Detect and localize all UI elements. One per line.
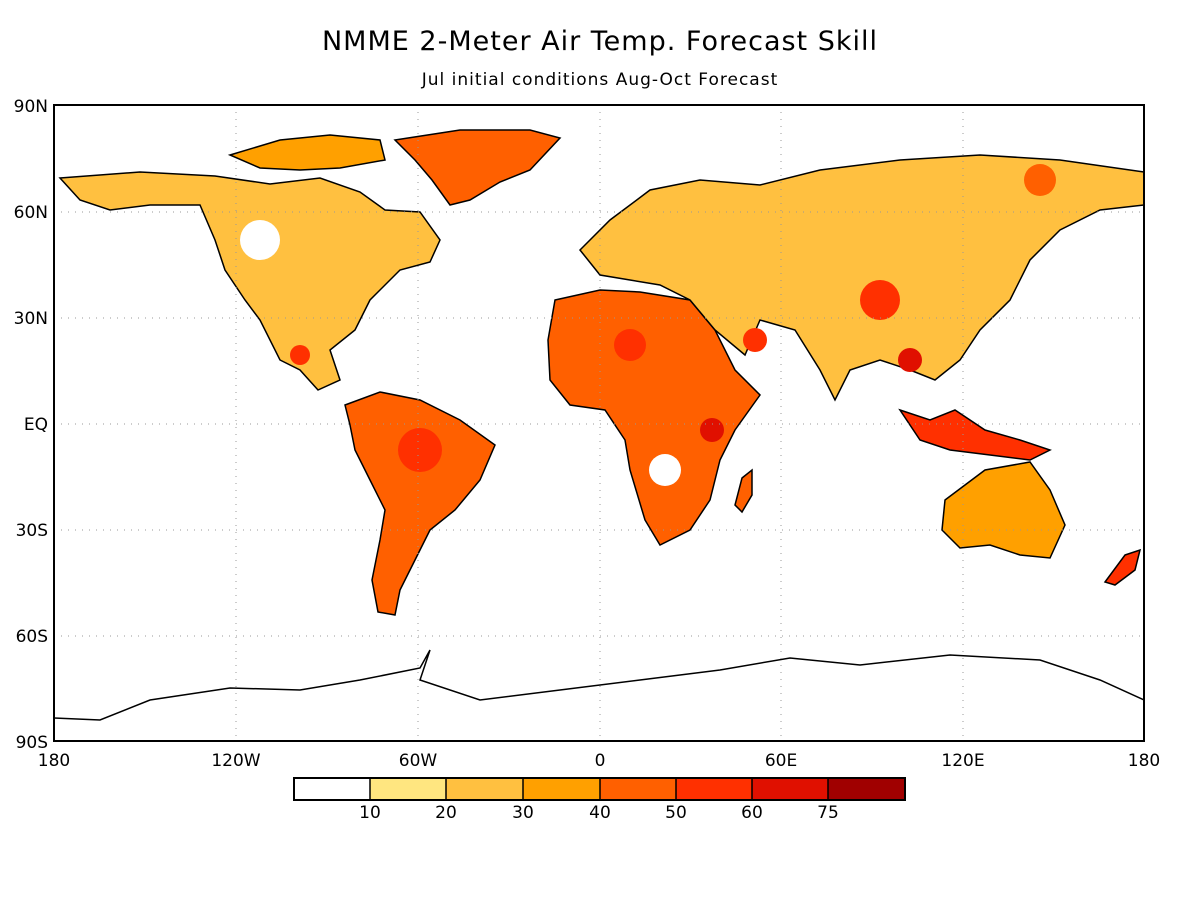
eurasia-landmass bbox=[578, 154, 1144, 402]
lat-tick-label: 30S bbox=[16, 521, 48, 541]
south-america-landmass bbox=[344, 391, 496, 616]
lon-tick-label: 180 bbox=[1128, 751, 1160, 771]
madagascar-landmass bbox=[734, 468, 753, 514]
colorbar-swatch bbox=[446, 778, 523, 800]
indonesia-landmass bbox=[898, 408, 1052, 461]
hotspot-sahara bbox=[614, 329, 646, 361]
lon-tick-label: 120W bbox=[211, 751, 260, 771]
colorbar-swatch bbox=[752, 778, 828, 800]
colorbar-swatch bbox=[294, 778, 370, 800]
hotspot-mexico bbox=[290, 345, 310, 365]
skill-hotspots bbox=[240, 164, 1056, 486]
lat-ticks: 90N 60N 30N EQ 30S 60S 90S bbox=[14, 97, 48, 753]
hotspot-amazon bbox=[398, 428, 442, 472]
graticule bbox=[54, 105, 1144, 741]
lon-tick-label: 120E bbox=[941, 751, 984, 771]
north-america-landmass bbox=[58, 171, 441, 391]
colorbar-swatch bbox=[828, 778, 905, 800]
hotspot-east-africa bbox=[700, 418, 724, 442]
hotspot-south-africa bbox=[649, 454, 681, 486]
colorbar-label: 75 bbox=[817, 803, 839, 823]
greenland-landmass bbox=[393, 129, 562, 206]
colorbar-label: 10 bbox=[359, 803, 381, 823]
lat-tick-label: 90S bbox=[16, 733, 48, 753]
lon-tick-label: 180 bbox=[38, 751, 70, 771]
land-areas bbox=[54, 129, 1144, 721]
arctic-islands bbox=[227, 134, 386, 171]
new-zealand-landmass bbox=[1103, 548, 1142, 586]
colorbar-swatch bbox=[600, 778, 676, 800]
colorbar-swatch bbox=[370, 778, 446, 800]
chart-subtitle: Jul initial conditions Aug-Oct Forecast bbox=[421, 70, 779, 90]
lat-tick-label: 90N bbox=[14, 97, 48, 117]
colorbar-swatch bbox=[676, 778, 752, 800]
lon-ticks: 180 120W 60W 0 60E 120E 180 bbox=[38, 751, 1160, 771]
colorbar-label: 40 bbox=[589, 803, 611, 823]
lat-tick-label: 30N bbox=[14, 309, 48, 329]
lon-tick-label: 60E bbox=[765, 751, 797, 771]
lat-tick-label: 60N bbox=[14, 203, 48, 223]
hotspot-arabia bbox=[743, 328, 767, 352]
lon-tick-label: 0 bbox=[595, 751, 606, 771]
hotspot-siberia bbox=[1024, 164, 1056, 196]
colorbar-label: 60 bbox=[741, 803, 763, 823]
chart-title: NMME 2-Meter Air Temp. Forecast Skill bbox=[321, 26, 879, 57]
lat-tick-label: 60S bbox=[16, 627, 48, 647]
colorbar-label: 50 bbox=[665, 803, 687, 823]
hotspot-indochina bbox=[898, 348, 922, 372]
colorbar: 10 20 30 40 50 60 75 bbox=[293, 777, 906, 823]
lat-tick-label: EQ bbox=[24, 415, 48, 435]
colorbar-label: 30 bbox=[512, 803, 534, 823]
map-frame bbox=[53, 104, 1145, 742]
australia-landmass bbox=[941, 461, 1066, 559]
hotspot-tibet bbox=[860, 280, 900, 320]
antarctica-coastline bbox=[54, 649, 1144, 721]
lon-tick-label: 60W bbox=[399, 751, 438, 771]
colorbar-label: 20 bbox=[435, 803, 457, 823]
hotspot-canada-west bbox=[240, 220, 280, 260]
colorbar-swatch bbox=[523, 778, 600, 800]
